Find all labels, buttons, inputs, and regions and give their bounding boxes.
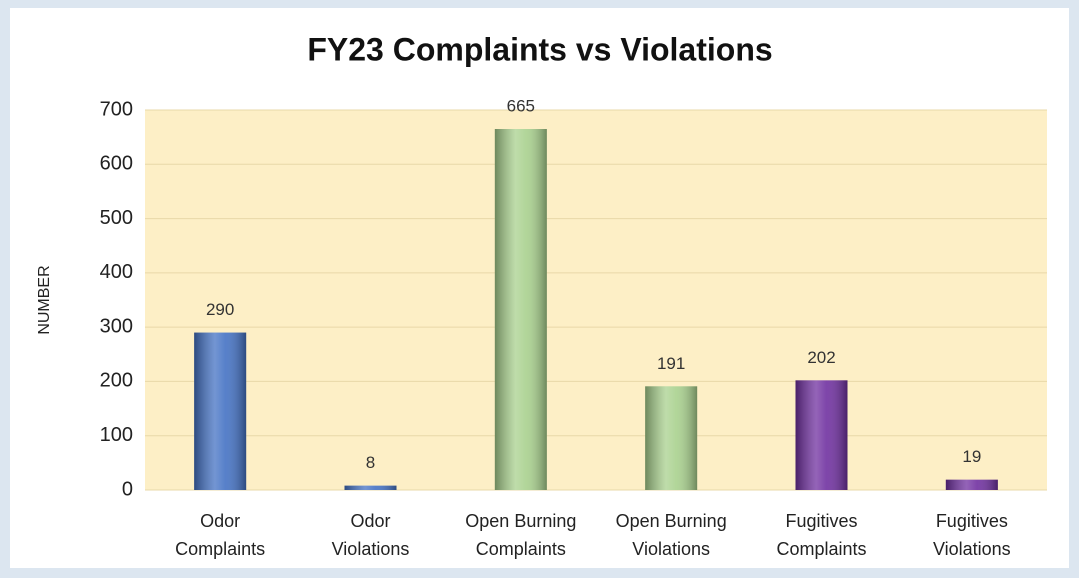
x-tick-label: Violations <box>933 539 1011 559</box>
x-tick-label: Violations <box>332 539 410 559</box>
bar-shading <box>494 129 547 490</box>
y-axis-label: NUMBER <box>36 265 53 334</box>
bar-shading <box>945 479 998 490</box>
data-label: 290 <box>206 300 234 319</box>
x-tick-label: Violations <box>632 539 710 559</box>
y-tick-label: 300 <box>100 315 133 337</box>
data-label: 202 <box>807 348 835 367</box>
y-tick-label: 200 <box>100 370 133 392</box>
x-tick-label: Complaints <box>476 539 566 559</box>
data-label: 665 <box>507 96 535 115</box>
y-tick-label: 0 <box>122 478 133 500</box>
bar-shading <box>645 386 698 490</box>
x-tick-label: Odor <box>350 511 390 531</box>
y-tick-label: 700 <box>100 98 133 120</box>
y-tick-label: 500 <box>100 207 133 229</box>
data-label: 191 <box>657 354 685 373</box>
y-tick-label: 600 <box>100 153 133 175</box>
x-tick-label: Open Burning <box>465 511 576 531</box>
y-tick-label: 400 <box>100 261 133 283</box>
x-tick-label: Fugitives <box>785 511 857 531</box>
x-tick-label: Complaints <box>175 539 265 559</box>
x-tick-label: Odor <box>200 511 240 531</box>
bar-shading <box>795 380 848 490</box>
bar-shading <box>194 332 247 490</box>
chart-title: FY23 Complaints vs Violations <box>307 31 772 67</box>
x-tick-label: Open Burning <box>616 511 727 531</box>
data-label: 8 <box>366 453 375 472</box>
bar-shading <box>344 485 397 490</box>
data-label: 19 <box>962 447 981 466</box>
y-tick-label: 100 <box>100 424 133 446</box>
x-tick-label: Fugitives <box>936 511 1008 531</box>
x-tick-label: Complaints <box>776 539 866 559</box>
plot-area <box>145 110 1047 490</box>
